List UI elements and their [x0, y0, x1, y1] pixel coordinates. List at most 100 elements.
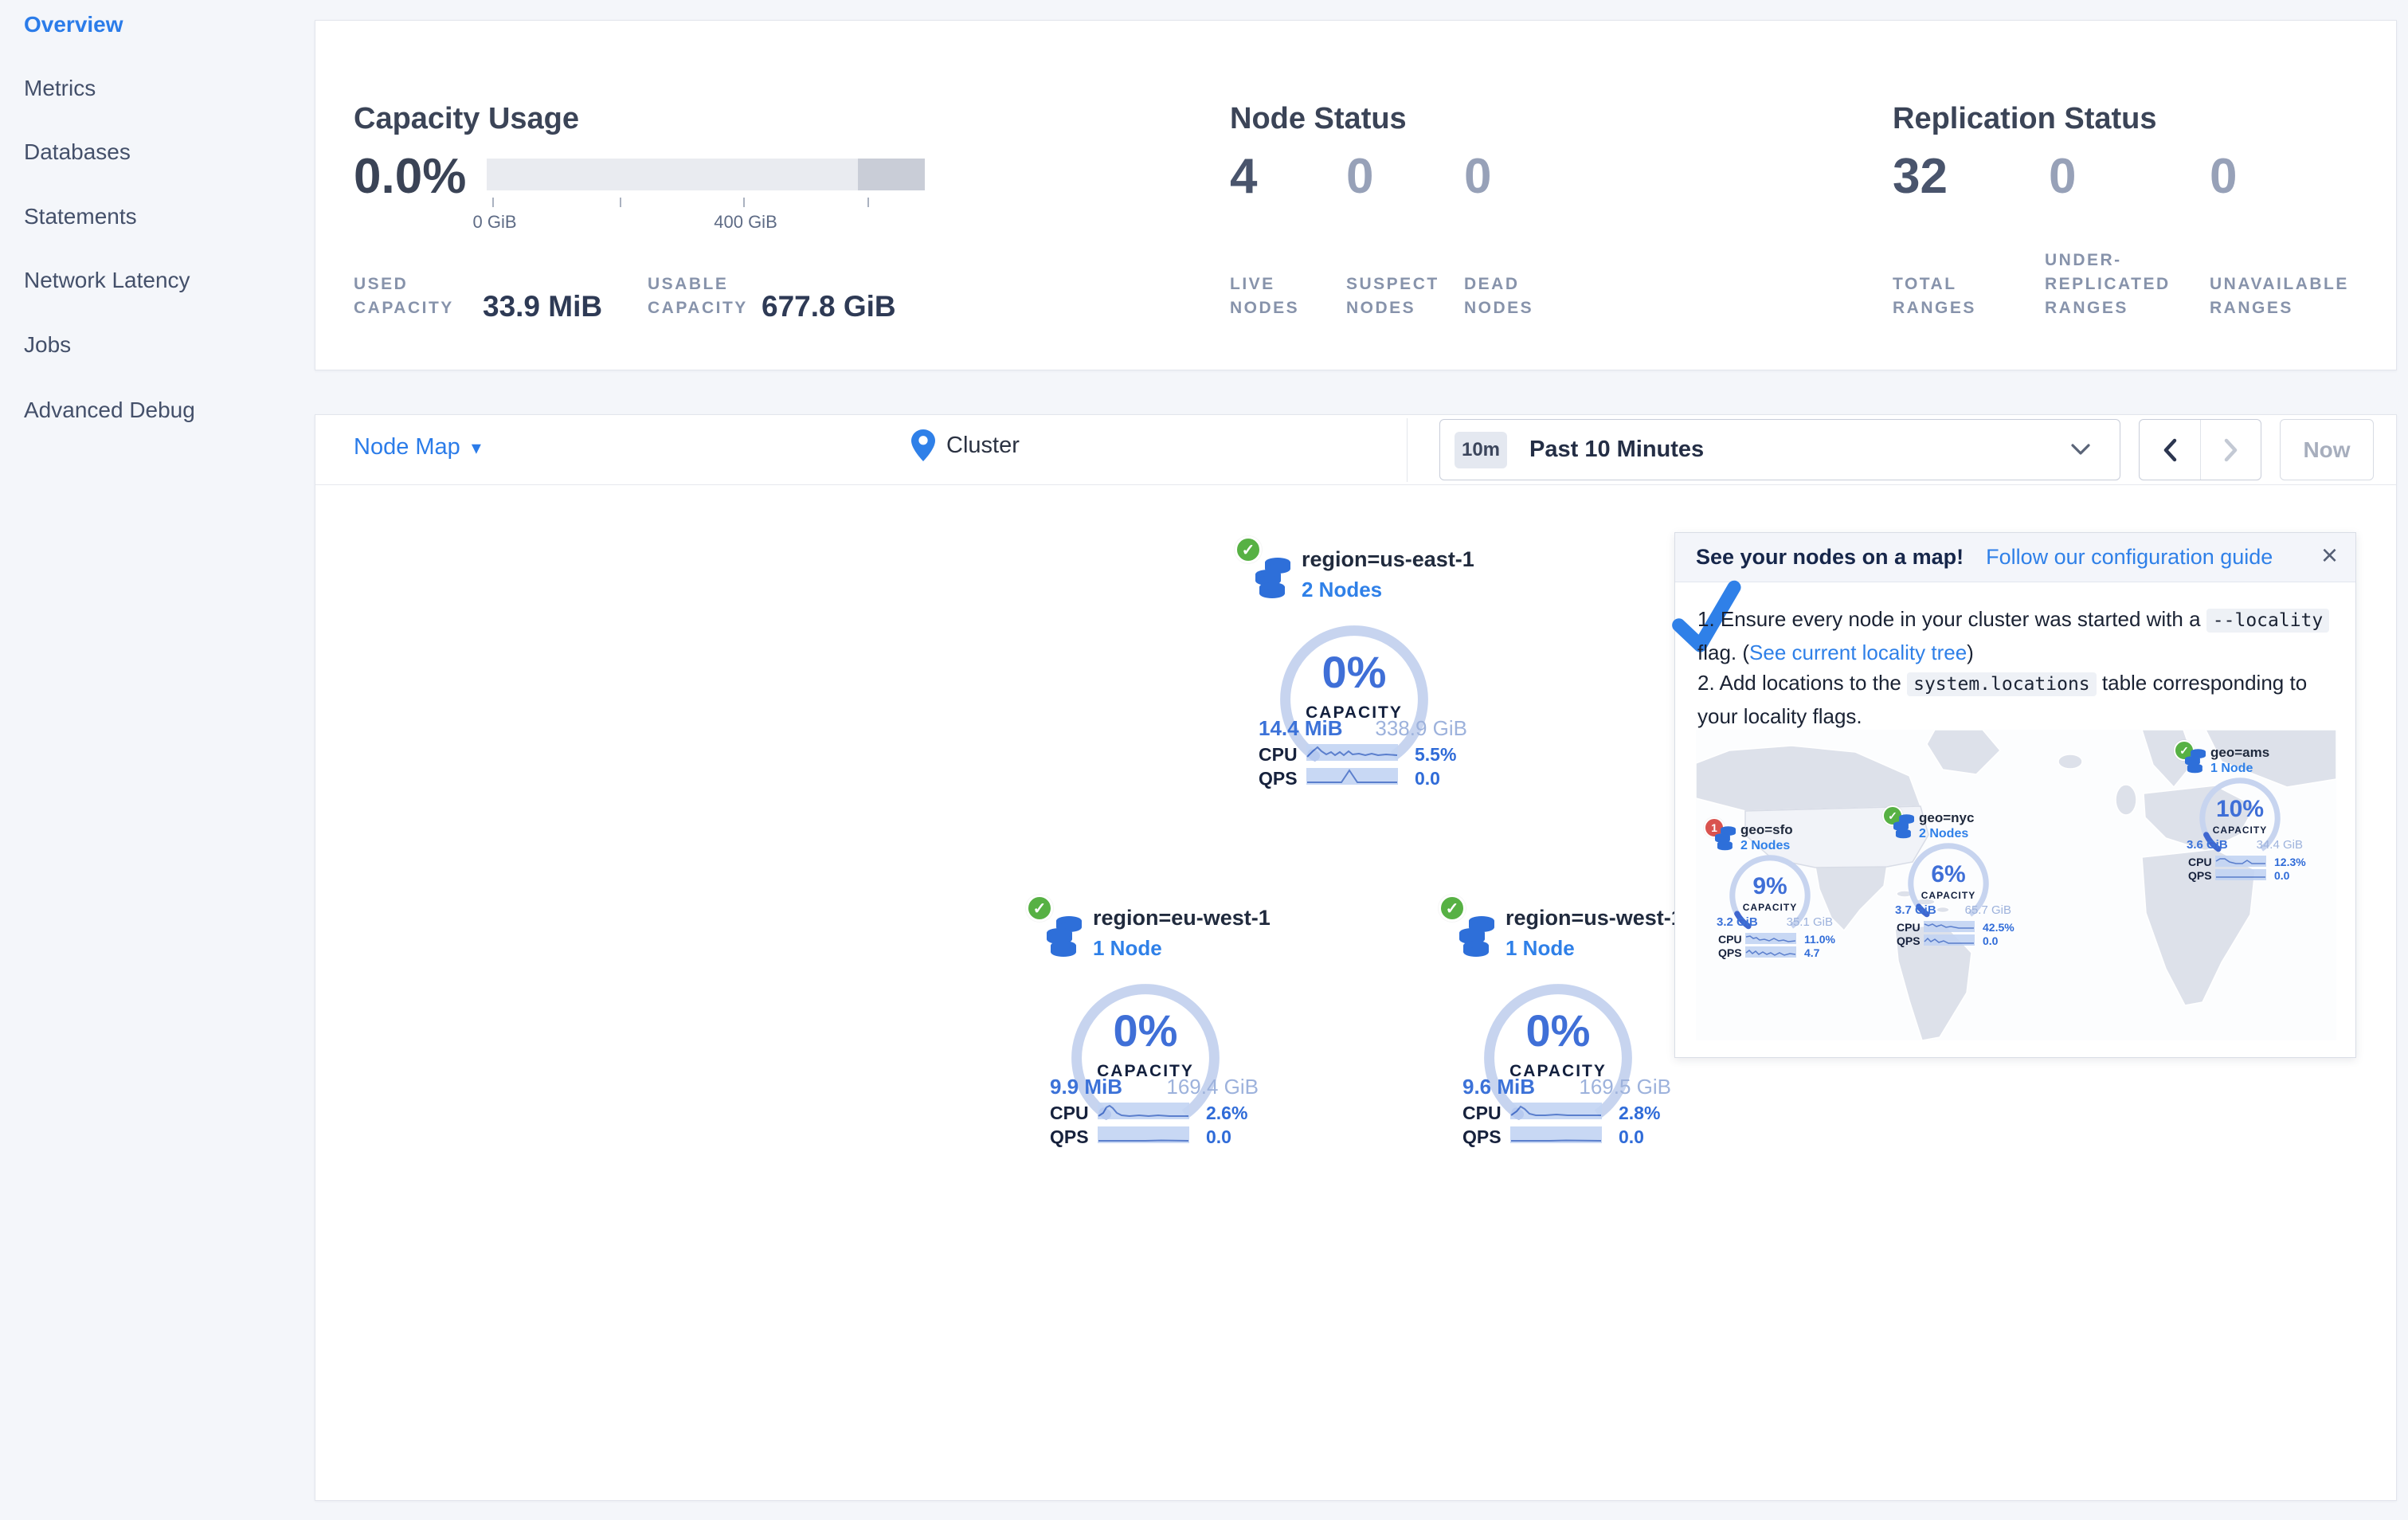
region-name: region=us-east-1: [1302, 547, 1474, 571]
mini-region-geo-sfo: 1 geo=sfo 2 Nodes 9% CAPACITY 3.2 GiB 35…: [1696, 816, 1846, 963]
guide-example-map: 1 geo=sfo 2 Nodes 9% CAPACITY 3.2 GiB 35…: [1696, 730, 2336, 1040]
step-text: ): [1967, 641, 1974, 664]
world-map-image: [1696, 730, 2336, 1040]
caret-down-icon: ▾: [471, 437, 481, 459]
qps-value: 0.0: [1206, 1126, 1231, 1147]
database-icon: [1459, 915, 1494, 957]
capacity-label: CAPACITY: [1097, 1062, 1194, 1080]
step-number: 2.: [1697, 671, 1715, 695]
database-icon: [1047, 915, 1082, 957]
guide-configuration-link[interactable]: Follow our configuration guide: [1986, 545, 2273, 569]
used-capacity-value: 33.9 MiB: [483, 290, 603, 323]
region-group-us-west-1[interactable]: ✓ region=us-west-1 1 Node 0% CAPACITY 9.…: [1423, 893, 1693, 1156]
capacity-label: CAPACITY: [1509, 1062, 1607, 1080]
qps-label: QPS: [1462, 1126, 1502, 1147]
guide-step-1: 1. Ensure every node in your cluster was…: [1697, 603, 2335, 668]
cpu-value: 2.6%: [1206, 1103, 1248, 1123]
capacity-percent: 6%: [1931, 861, 1966, 887]
close-icon[interactable]: ×: [2320, 539, 2338, 571]
step-text: Ensure every node in your cluster was st…: [1720, 607, 2206, 631]
used-capacity-label: USED CAPACITY: [354, 275, 454, 317]
status-ok-icon: ✓: [1235, 536, 1262, 563]
region-nodes-link[interactable]: 1 Node: [1093, 936, 1162, 960]
qps-sparkline: [1745, 946, 1796, 958]
cpu-sparkline: [1924, 921, 1975, 932]
cpu-label: CPU: [1050, 1103, 1089, 1123]
region-nodes-link: 1 Node: [2210, 762, 2253, 775]
capacity-arc: [1071, 984, 1220, 1120]
now-button[interactable]: Now: [2280, 419, 2374, 480]
status-ok-icon: ✓: [1026, 895, 1053, 922]
region-nodes-link[interactable]: 2 Nodes: [1302, 578, 1383, 601]
live-nodes-label: LIVE NODES: [1230, 275, 1300, 317]
cpu-label: CPU: [1259, 744, 1298, 765]
total-ranges-count: 32: [1893, 149, 1948, 204]
capacity-percent: 0%: [1321, 647, 1387, 697]
step-text: table corresponding to your locality fla…: [1697, 671, 2308, 728]
sidebar-item-statements[interactable]: Statements: [24, 204, 137, 229]
capacity-tick: [620, 198, 621, 207]
region-nodes-link: 2 Nodes: [1740, 839, 1791, 852]
qps-value: 4.7: [1804, 946, 1820, 959]
region-nodes-link[interactable]: 1 Node: [1505, 936, 1575, 960]
time-prev-button[interactable]: [2140, 420, 2200, 480]
capacity-label: CAPACITY: [1742, 902, 1798, 913]
sidebar-item-overview[interactable]: Overview: [24, 12, 123, 37]
status-ok-icon: ✓: [1439, 895, 1466, 922]
sidebar-item-advanced-debug[interactable]: Advanced Debug: [24, 398, 195, 422]
toolbar-divider: [1407, 418, 1408, 482]
system-locations-code: system.locations: [1907, 672, 2097, 696]
node-status-title: Node Status: [1230, 101, 1407, 135]
usable-capacity-label: USABLE CAPACITY: [648, 275, 748, 317]
unavailable-ranges-count: 0: [2210, 149, 2238, 204]
sidebar-item-databases[interactable]: Databases: [24, 139, 131, 164]
qps-label: QPS: [1718, 946, 1742, 959]
used-value: 14.4 MiB: [1259, 716, 1343, 740]
qps-value: 0.0: [1983, 934, 1999, 947]
capacity-tick: [743, 198, 745, 207]
sidebar-item-metrics[interactable]: Metrics: [24, 76, 96, 100]
capacity-label: CAPACITY: [2212, 825, 2268, 836]
time-nav-group: [2139, 419, 2261, 480]
qps-sparkline: [1510, 1126, 1602, 1143]
time-range-label: Past 10 Minutes: [1529, 437, 1705, 462]
capacity-arc: [1280, 625, 1428, 762]
usable-value: 169.4 GiB: [1166, 1075, 1259, 1099]
locality-tree-link[interactable]: See current locality tree: [1749, 641, 1968, 664]
region-name: region=eu-west-1: [1093, 906, 1271, 930]
qps-sparkline: [1306, 768, 1398, 785]
sidebar-item-jobs[interactable]: Jobs: [24, 332, 72, 357]
breadcrumb[interactable]: Cluster: [911, 429, 1020, 461]
capacity-label: CAPACITY: [1921, 890, 1976, 901]
cpu-sparkline: [1510, 1103, 1602, 1119]
capacity-arc: [1729, 855, 1811, 930]
cpu-sparkline: [1098, 1103, 1189, 1119]
region-group-us-east-1[interactable]: ✓ region=us-east-1 2 Nodes 0% CAPACITY 1…: [1219, 535, 1490, 797]
qps-sparkline: [1924, 934, 1975, 946]
under-replicated-ranges-count: 0: [2049, 149, 2077, 204]
step-text: Add locations to the: [1719, 671, 1908, 695]
usable-value: 34.4 GiB: [2256, 838, 2303, 852]
qps-value: 0.0: [1619, 1126, 1644, 1147]
view-selector[interactable]: Node Map ▾: [354, 434, 481, 460]
time-next-button[interactable]: [2200, 420, 2261, 480]
used-value: 3.7 GiB: [1895, 903, 1936, 917]
usable-value: 65.7 GiB: [1964, 903, 2011, 917]
used-value: 9.9 MiB: [1050, 1075, 1123, 1099]
locality-flag-code: --locality: [2206, 609, 2330, 633]
breadcrumb-label: Cluster: [946, 432, 1020, 458]
time-range-dropdown[interactable]: 10m Past 10 Minutes: [1439, 419, 2120, 480]
view-selector-label: Node Map: [354, 434, 460, 460]
chevron-down-icon: [2071, 444, 2090, 455]
region-group-eu-west-1[interactable]: ✓ region=eu-west-1 1 Node 0% CAPACITY 9.…: [1010, 893, 1281, 1156]
cpu-sparkline: [2215, 856, 2266, 867]
qps-value: 0.0: [2274, 869, 2290, 882]
usable-value: 35.1 GiB: [1786, 915, 1833, 929]
live-nodes-count: 4: [1230, 149, 1258, 204]
unavailable-ranges-label: UNAVAILABLE RANGES: [2210, 275, 2349, 317]
qps-label: QPS: [1897, 934, 1921, 947]
cpu-value: 42.5%: [1983, 921, 2014, 934]
sidebar-item-network-latency[interactable]: Network Latency: [24, 268, 190, 292]
cpu-sparkline: [1745, 933, 1796, 944]
region-name: geo=nyc: [1919, 810, 1975, 825]
